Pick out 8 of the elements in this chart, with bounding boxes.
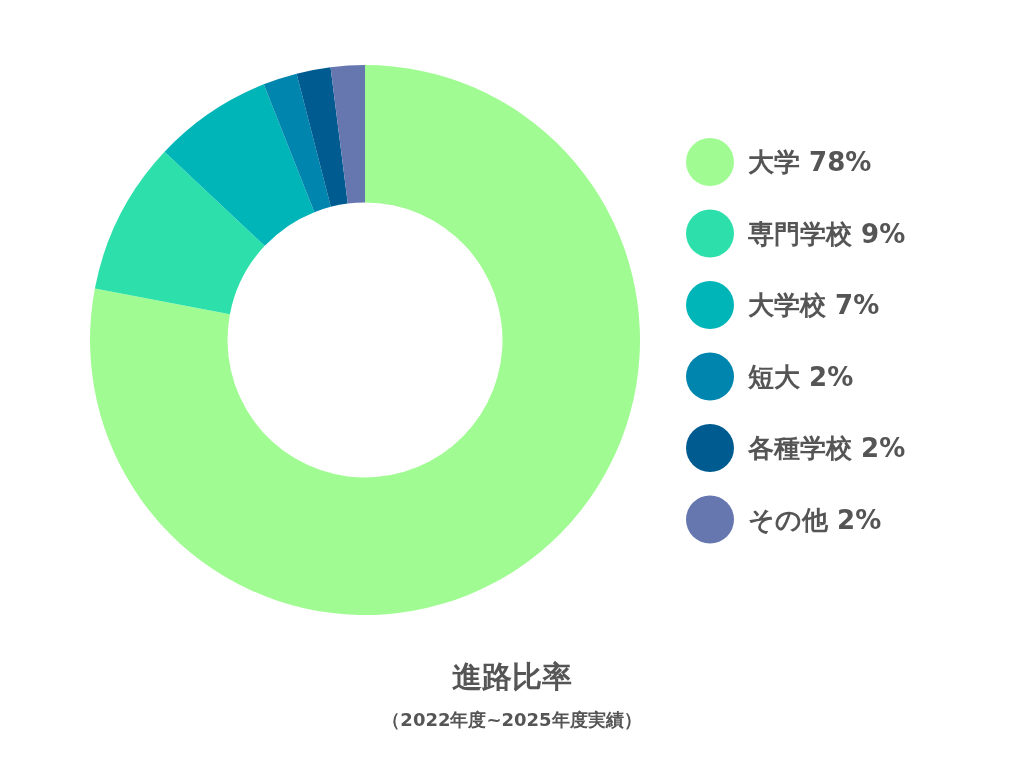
legend-label: 短大 2% <box>747 361 854 392</box>
legend-label: その他 2% <box>748 504 882 535</box>
text: （2022年度~2025年度実績） <box>382 709 642 730</box>
legend-label: 大学 78% <box>748 147 872 177</box>
text: 進路比率 <box>452 659 572 694</box>
legend-label: 各種学校 2% <box>747 433 906 463</box>
legend-label: 大学校 7% <box>748 290 880 320</box>
legend-label: 専門学校 9% <box>747 218 906 249</box>
